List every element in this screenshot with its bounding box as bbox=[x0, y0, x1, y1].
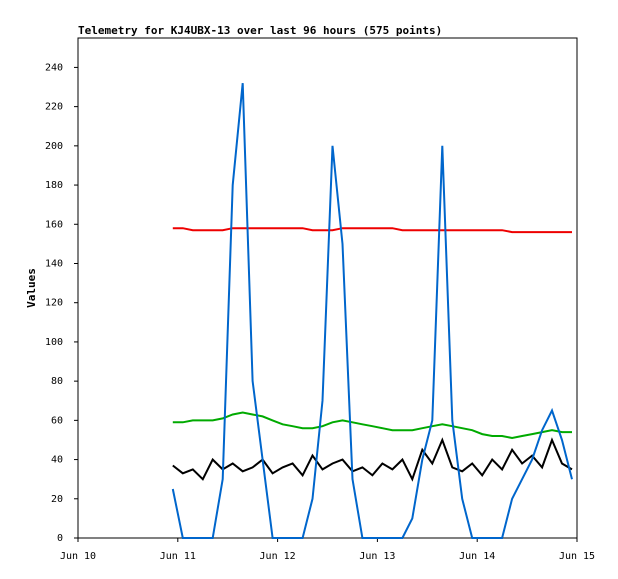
y-tick-label: 140 bbox=[45, 258, 63, 269]
y-tick-label: 60 bbox=[51, 415, 63, 426]
y-tick-label: 200 bbox=[45, 141, 63, 152]
y-tick-label: 120 bbox=[45, 298, 63, 309]
y-tick-label: 80 bbox=[51, 376, 63, 387]
y-tick-label: 180 bbox=[45, 180, 63, 191]
y-tick-label: 240 bbox=[45, 62, 63, 73]
x-tick-label: Jun 12 bbox=[260, 551, 296, 562]
y-tick-label: 160 bbox=[45, 219, 63, 230]
x-tick-label: Jun 14 bbox=[459, 551, 495, 562]
y-tick-label: 0 bbox=[57, 533, 63, 544]
y-tick-label: 40 bbox=[51, 455, 63, 466]
series-line bbox=[172, 437, 573, 482]
series-line bbox=[171, 83, 573, 539]
x-tick-label: Jun 15 bbox=[559, 551, 595, 562]
x-tick-label: Jun 11 bbox=[160, 551, 196, 562]
chart-title: Telemetry for KJ4UBX-13 over last 96 hou… bbox=[78, 24, 442, 37]
plot-frame bbox=[77, 37, 578, 539]
y-axis-label: Values bbox=[25, 268, 38, 308]
y-tick-label: 20 bbox=[51, 494, 63, 505]
x-tick-label: Jun 10 bbox=[60, 551, 96, 562]
y-tick-label: 100 bbox=[45, 337, 63, 348]
x-tick-label: Jun 13 bbox=[359, 551, 395, 562]
series-line bbox=[172, 411, 572, 440]
series-line bbox=[172, 227, 572, 234]
y-tick-label: 220 bbox=[45, 102, 63, 113]
